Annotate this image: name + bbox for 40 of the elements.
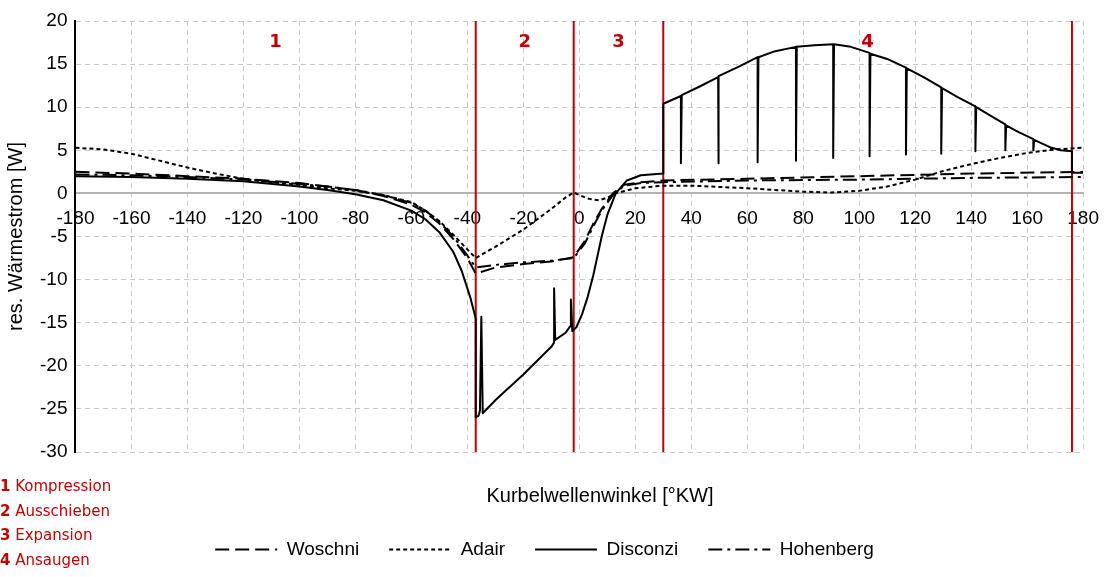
y-tick-label: 5 — [56, 138, 68, 160]
x-tick-label: -60 — [397, 207, 426, 229]
x-tick-label: 120 — [899, 207, 932, 229]
x-tick-label: -80 — [341, 207, 370, 229]
x-tick-label: 140 — [955, 207, 988, 229]
x-tick-label: -100 — [280, 207, 319, 229]
annotation: 4 — [861, 29, 874, 51]
text: 1 Kompression — [0, 476, 112, 497]
x-tick-label: 160 — [1011, 207, 1044, 229]
y-tick-label: -5 — [50, 224, 68, 246]
y-axis-title: res. Wärmestrom [W] — [3, 142, 26, 331]
x-tick-label: 60 — [736, 207, 758, 229]
x-axis-title: Kurbelwellenwinkel [°KW] — [485, 484, 715, 507]
annotation: 3 — [612, 29, 625, 51]
legend-label: Hohenberg — [779, 537, 874, 559]
legend-label: Disconzi — [606, 537, 679, 559]
x-tick-label: -160 — [112, 207, 151, 229]
y-tick-label: 15 — [46, 52, 68, 74]
annotation: 1 — [269, 29, 282, 51]
annotation: 2 — [518, 29, 531, 51]
x-tick-label: 100 — [843, 207, 876, 229]
x-tick-label: -20 — [509, 207, 538, 229]
legend-label: Woschni — [286, 537, 360, 559]
y-tick-label: -20 — [39, 354, 68, 376]
x-tick-label: 80 — [792, 207, 814, 229]
x-tick-label: 20 — [624, 207, 646, 229]
text: 3 Expansion — [0, 525, 94, 546]
x-tick-label: -140 — [168, 207, 207, 229]
x-tick-label: -120 — [224, 207, 263, 229]
y-tick-label: 20 — [46, 9, 68, 31]
x-tick-label: 40 — [680, 207, 702, 229]
text: 4 Ansaugen — [0, 549, 91, 571]
y-tick-label: -30 — [39, 440, 68, 462]
y-tick-label: 10 — [46, 95, 68, 117]
y-tick-label: -10 — [39, 267, 68, 289]
legend-label: Adair — [460, 537, 506, 559]
text: 2 Ausschieben — [0, 500, 111, 522]
y-tick-label: -15 — [39, 310, 68, 332]
y-tick-label: -25 — [39, 397, 68, 419]
y-tick-label: 0 — [56, 181, 68, 203]
